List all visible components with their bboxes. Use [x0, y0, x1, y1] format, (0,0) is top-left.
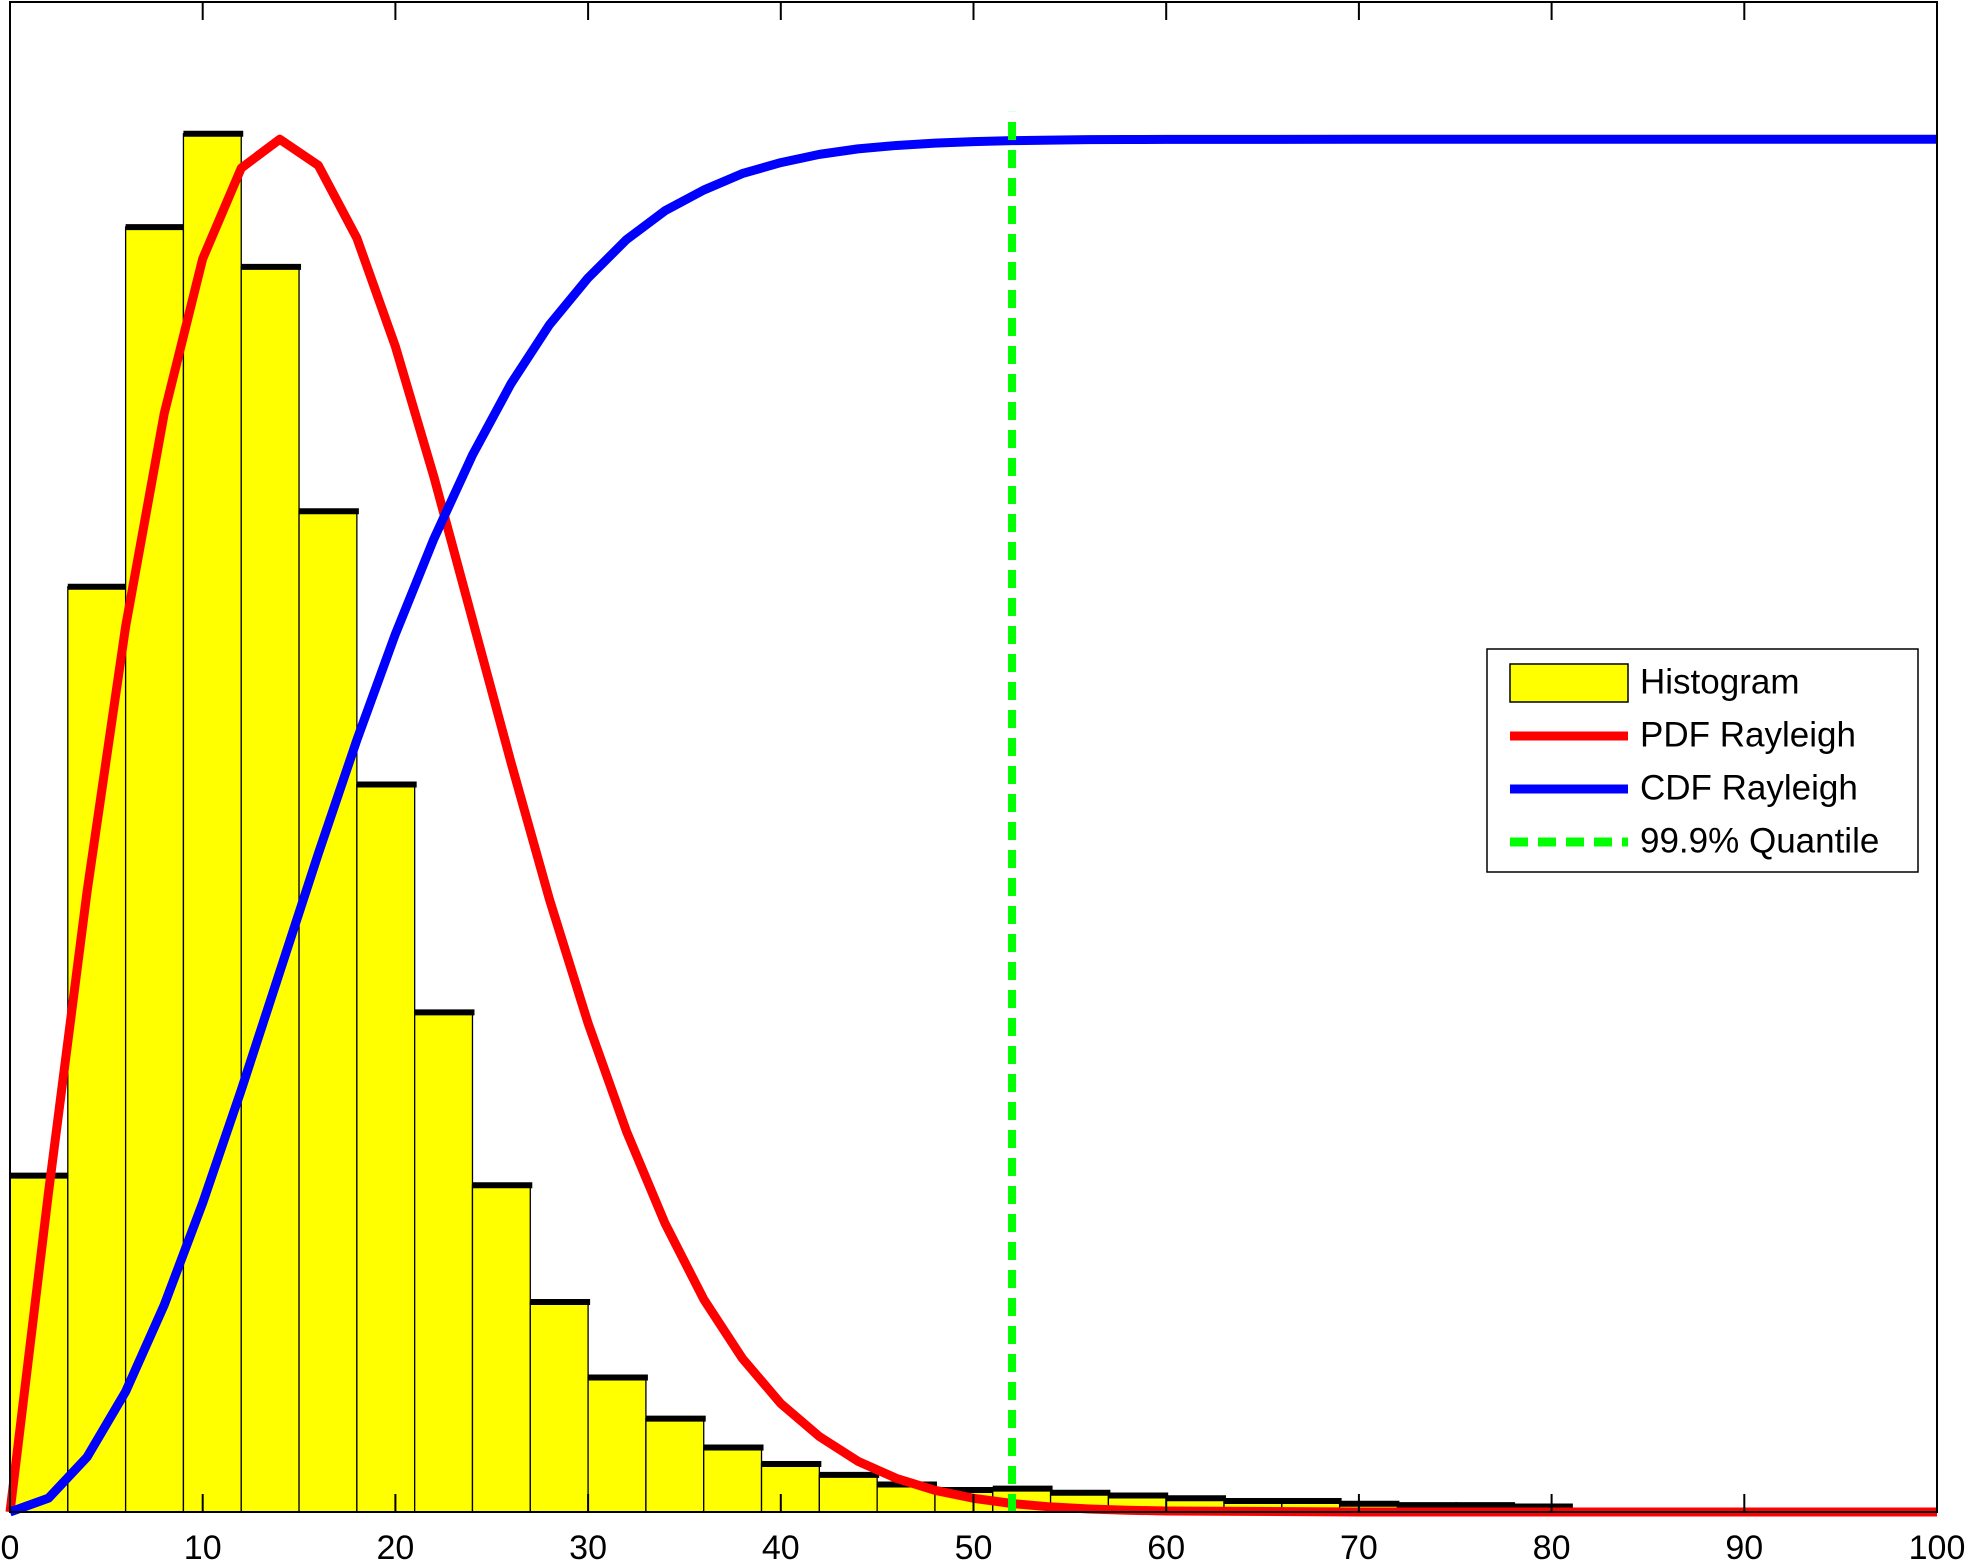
histogram-bar	[414, 1011, 474, 1513]
line-series	[5, 134, 1937, 1517]
histogram-bar	[587, 1376, 647, 1513]
histogram-bar	[182, 133, 242, 1513]
histogram-bar	[67, 586, 127, 1513]
line-series	[8, 134, 1937, 1517]
x-tick-label: 80	[1533, 1529, 1571, 1566]
x-tick-label: 0	[1, 1529, 20, 1566]
histogram-bar	[529, 1301, 589, 1513]
histogram-bar	[471, 1184, 531, 1513]
histogram-bar	[298, 510, 358, 1513]
legend-label: CDF Rayleigh	[1640, 768, 1858, 807]
legend-label: PDF Rayleigh	[1640, 715, 1856, 754]
legend: Histogram PDF Rayleigh CDF Rayleigh 99.9% Q…	[1486, 648, 1919, 873]
histogram-bar	[356, 783, 416, 1513]
legend-swatch	[1509, 663, 1629, 703]
x-tick-label: 50	[955, 1529, 993, 1566]
x-tick-label: 30	[569, 1529, 607, 1566]
x-tick-label: 90	[1725, 1529, 1763, 1566]
x-tick-label: 70	[1340, 1529, 1378, 1566]
histogram-bar	[760, 1463, 820, 1513]
histogram-bar	[645, 1418, 705, 1513]
histogram-bar	[240, 266, 300, 1513]
x-tick-label: 100	[1909, 1529, 1966, 1566]
legend-label: 99.9% Quantile	[1640, 821, 1879, 860]
histogram-bar	[703, 1446, 763, 1513]
x-tick-label: 20	[376, 1529, 414, 1566]
x-tick-label: 10	[184, 1529, 222, 1566]
x-tick-label: 60	[1147, 1529, 1185, 1566]
histogram-bar	[818, 1474, 878, 1513]
x-tick-label: 40	[762, 1529, 800, 1566]
legend-label: Histogram	[1640, 662, 1799, 701]
